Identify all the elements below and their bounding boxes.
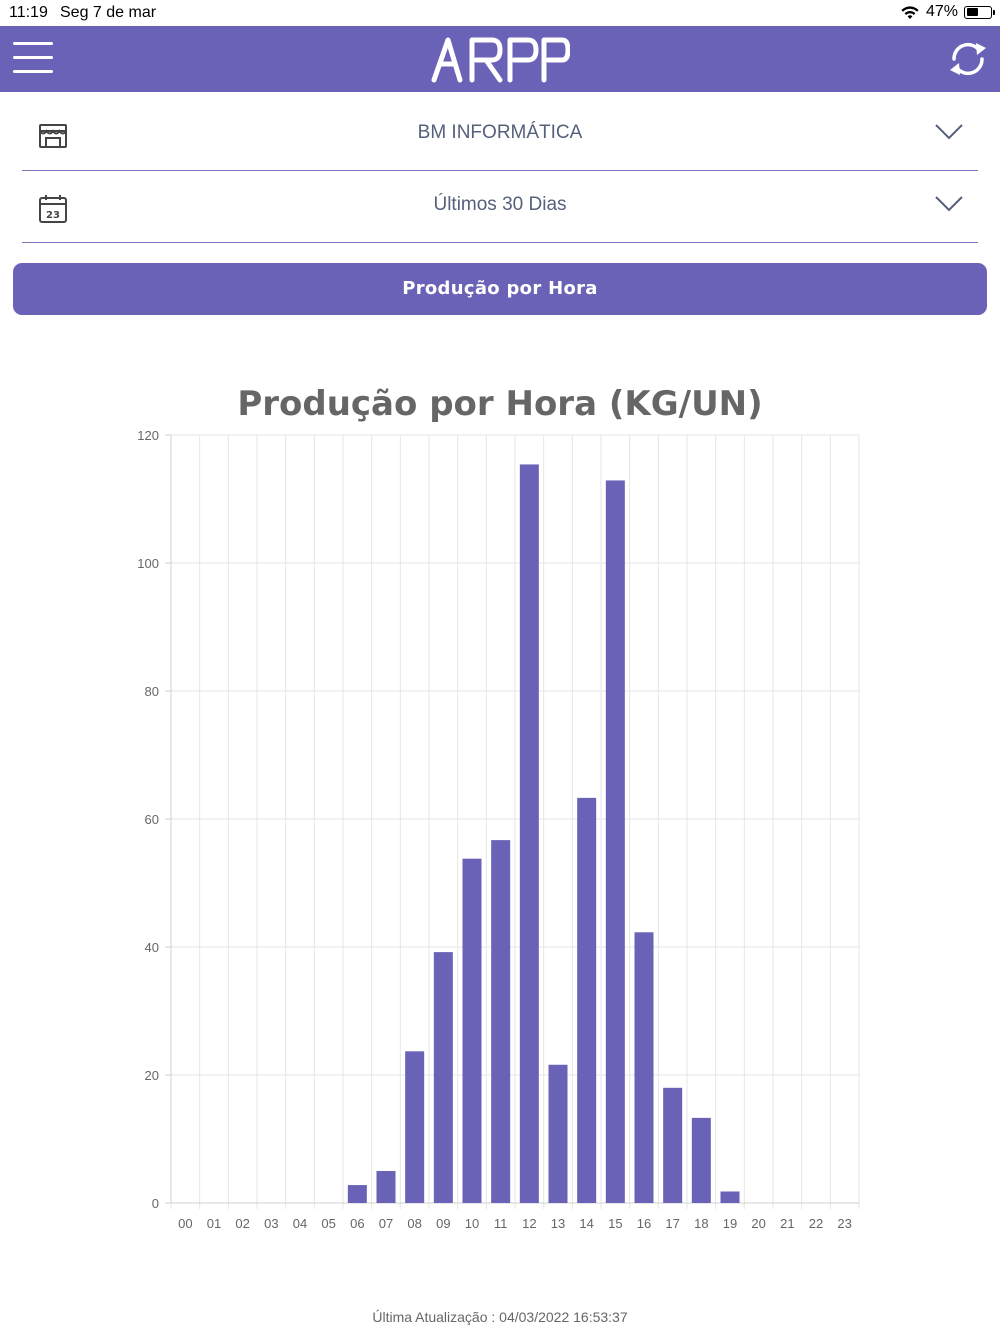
- battery-percent: 47%: [925, 3, 958, 20]
- x-tick-label: 20: [751, 1216, 765, 1231]
- bar-14[interactable]: [577, 797, 597, 1203]
- arpp-logo: [431, 37, 570, 83]
- x-tick-label: 18: [694, 1216, 708, 1231]
- x-tick-label: 23: [837, 1216, 851, 1231]
- bar-06[interactable]: [347, 1185, 367, 1203]
- bar-16[interactable]: [634, 932, 654, 1203]
- x-tick-label: 17: [665, 1216, 679, 1231]
- x-tick-label: 13: [551, 1216, 565, 1231]
- bar-19[interactable]: [720, 1191, 740, 1203]
- period-selector[interactable]: 23 Últimos 30 Dias: [22, 170, 978, 243]
- x-tick-label: 00: [178, 1216, 192, 1231]
- y-tick-label: 120: [137, 428, 159, 443]
- store-icon: [39, 124, 67, 148]
- menu-icon[interactable]: [13, 42, 53, 76]
- bar-11[interactable]: [491, 840, 511, 1203]
- y-tick-label: 20: [145, 1068, 159, 1083]
- bar-13[interactable]: [548, 1064, 568, 1203]
- y-tick-label: 0: [152, 1196, 159, 1211]
- x-tick-label: 03: [264, 1216, 278, 1231]
- y-tick-label: 40: [145, 940, 159, 955]
- bar-07[interactable]: [376, 1171, 396, 1203]
- app-header: [0, 26, 1000, 92]
- x-tick-label: 09: [436, 1216, 450, 1231]
- chart-title: Produção por Hora (KG/UN): [237, 384, 763, 424]
- x-tick-label: 12: [522, 1216, 536, 1231]
- bar-08[interactable]: [405, 1051, 425, 1203]
- status-date: Seg 7 de mar: [60, 4, 157, 21]
- x-tick-label: 11: [494, 1216, 508, 1231]
- chevron-down-icon[interactable]: [934, 120, 964, 142]
- x-tick-label: 19: [723, 1216, 737, 1231]
- x-tick-label: 16: [637, 1216, 651, 1231]
- status-time: 11:19: [9, 4, 48, 21]
- store-value: BM INFORMÁTICA: [417, 122, 583, 143]
- refresh-icon[interactable]: [946, 38, 990, 80]
- y-tick-label: 60: [145, 812, 159, 827]
- x-tick-label: 01: [207, 1216, 221, 1231]
- battery-icon: [964, 5, 995, 19]
- y-tick-label: 80: [145, 684, 159, 699]
- x-tick-label: 04: [293, 1216, 307, 1231]
- x-tick-label: 14: [579, 1216, 593, 1231]
- x-tick-label: 10: [465, 1216, 479, 1231]
- wifi-icon: [901, 5, 919, 19]
- status-bar: 11:19 Seg 7 de mar 47%: [0, 0, 1000, 26]
- x-tick-label: 08: [407, 1216, 421, 1231]
- bar-15[interactable]: [605, 480, 625, 1203]
- x-tick-label: 21: [780, 1216, 794, 1231]
- calendar-icon: 23: [39, 195, 67, 223]
- x-tick-label: 06: [350, 1216, 364, 1231]
- bar-09[interactable]: [433, 952, 453, 1203]
- x-tick-label: 05: [321, 1216, 335, 1231]
- bar-18[interactable]: [691, 1117, 711, 1203]
- x-tick-label: 02: [235, 1216, 249, 1231]
- store-selector[interactable]: BM INFORMÁTICA: [22, 98, 978, 171]
- bar-10[interactable]: [462, 858, 482, 1203]
- x-tick-label: 15: [608, 1216, 622, 1231]
- y-tick-label: 100: [137, 556, 159, 571]
- bar-12[interactable]: [519, 464, 539, 1203]
- x-tick-label: 22: [809, 1216, 823, 1231]
- calendar-icon-day: 23: [46, 210, 60, 221]
- status-right: 47%: [900, 3, 995, 21]
- period-value: Últimos 30 Dias: [433, 194, 567, 215]
- bar-17[interactable]: [663, 1087, 683, 1203]
- chevron-down-icon[interactable]: [934, 192, 964, 214]
- last-update: Última Atualização : 04/03/2022 16:53:37: [372, 1309, 628, 1325]
- x-tick-label: 07: [379, 1216, 393, 1231]
- production-per-hour-button[interactable]: Produção por Hora: [13, 263, 987, 315]
- bar-chart: 0 20 40 60 80 100 120 00 01 02 03 04 05 06 07 08 09 10 11 1…: [137, 428, 860, 1231]
